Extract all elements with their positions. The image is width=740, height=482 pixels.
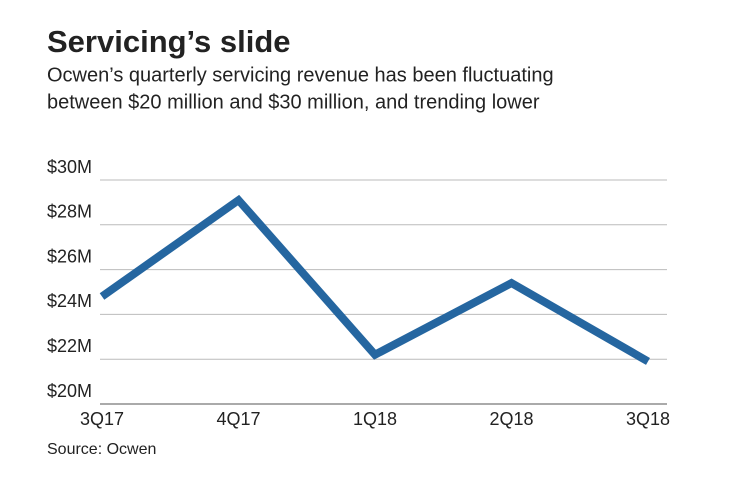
x-tick-label: 4Q17: [216, 409, 260, 429]
x-tick-label: 3Q18: [626, 409, 670, 429]
x-tick-label: 1Q18: [353, 409, 397, 429]
chart-title: Servicing’s slide: [47, 24, 291, 59]
y-tick-label: $20M: [47, 381, 92, 401]
x-tick-label: 3Q17: [80, 409, 124, 429]
y-tick-label: $26M: [47, 246, 92, 266]
y-tick-label: $22M: [47, 336, 92, 356]
source: Source: Ocwen: [47, 441, 156, 458]
y-tick-label: $24M: [47, 291, 92, 311]
y-tick-label: $30M: [47, 157, 92, 177]
y-tick-label: $28M: [47, 202, 92, 222]
chart-subtitle: between $20 million and $30 million, and…: [47, 91, 540, 113]
x-tick-label: 2Q18: [489, 409, 533, 429]
chart-subtitle: Ocwen’s quarterly servicing revenue has …: [47, 64, 554, 86]
data-line: [99, 194, 650, 365]
